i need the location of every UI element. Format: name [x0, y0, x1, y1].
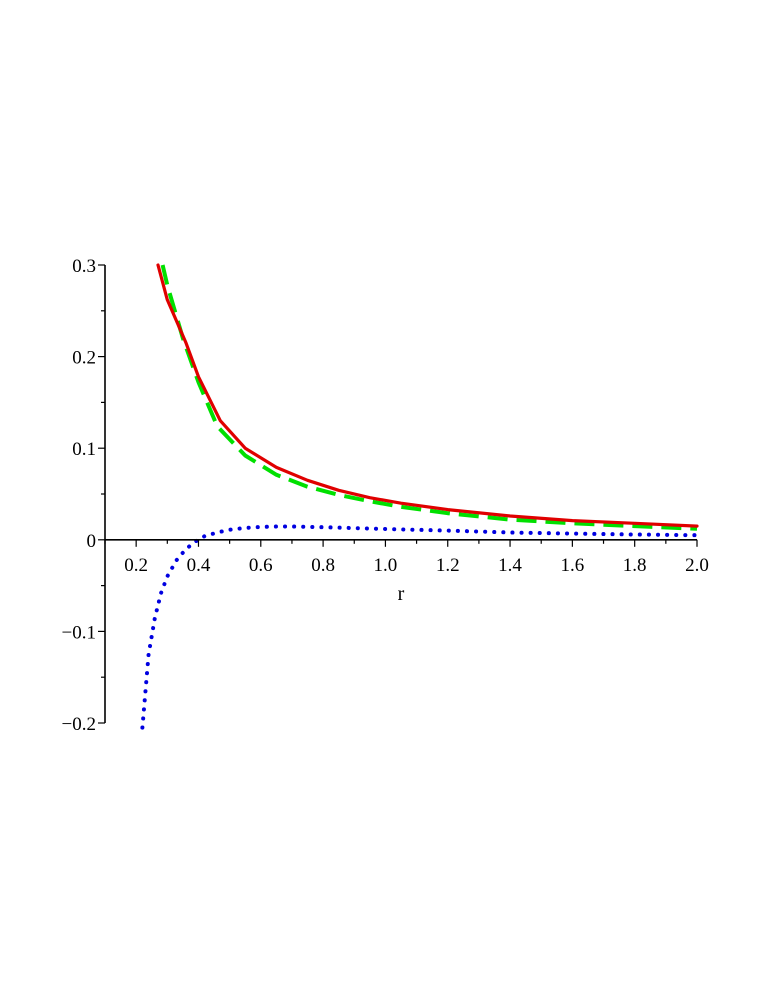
x-tick-label: 1.6: [560, 555, 584, 576]
y-tick-label: 0: [87, 531, 97, 552]
y-tick-label: −0.1: [62, 622, 96, 643]
x-tick-label: 0.2: [124, 555, 148, 576]
series-layer: [140, 263, 699, 730]
series-line-dotted: [140, 524, 699, 730]
y-tick-label: 0.3: [72, 256, 96, 277]
x-tick-label: 0.8: [311, 555, 335, 576]
x-tick-label: 1.4: [498, 555, 522, 576]
x-tick-label: 1.8: [623, 555, 647, 576]
x-tick-label: 1.0: [374, 555, 398, 576]
y-tick-label: 0.1: [72, 439, 96, 460]
plot-area: 0.2 0.4 0.6 0.8 1.0 1.2 1.4 1.6 1.8 2.0 −0.2 −0.1 0…: [62, 256, 709, 735]
series-line-dashed: [160, 264, 698, 531]
y-tick-label: −0.2: [62, 714, 96, 735]
x-ticks: 0.2 0.4 0.6 0.8 1.0 1.2 1.4 1.6 1.8 2.0: [104, 539, 709, 576]
x-tick-label: 0.6: [249, 555, 273, 576]
y-tick-label: 0.2: [72, 348, 96, 369]
x-tick-label: 1.2: [436, 555, 460, 576]
x-tick-label: 2.0: [685, 555, 709, 576]
x-axis-label: r: [398, 583, 405, 605]
x-tick-label: 0.4: [187, 555, 211, 576]
y-ticks: −0.2 −0.1 0 0.1 0.2 0.3: [62, 256, 105, 735]
series-line-solid: [156, 263, 699, 528]
